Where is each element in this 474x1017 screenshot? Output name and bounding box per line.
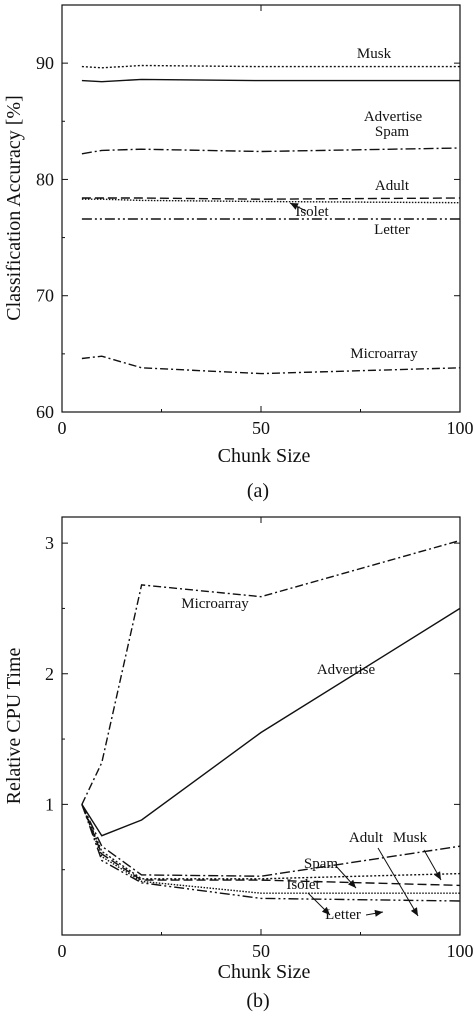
series-line-adult	[81, 197, 461, 200]
x-tick-label: 0	[58, 418, 67, 438]
leader-line-adult	[377, 847, 419, 917]
series-label-letter: Letter	[325, 907, 361, 923]
y-tick-label: 3	[45, 533, 54, 553]
arrowhead-letter	[374, 909, 383, 917]
y-tick-label: 70	[36, 286, 54, 306]
panel-a-caption: (a)	[247, 480, 269, 502]
x-tick-label: 50	[252, 418, 270, 438]
arrowhead-musk	[434, 871, 441, 880]
series-line-spam	[81, 804, 461, 877]
series-line-letter	[81, 804, 461, 902]
y-tick-label: 60	[36, 402, 54, 422]
arrowhead-isolet	[321, 906, 330, 915]
panel-a-y-axis-label: Classification Accuracy [%]	[3, 95, 25, 320]
series-line-musk	[81, 64, 460, 69]
panel-b-cpu-time-chart: 0 50 100 1 2 3 Microarray Advertise Spam Isolet A…	[3, 516, 474, 1012]
series-label-advertise: Advertise	[317, 662, 376, 678]
y-tick-label: 80	[36, 169, 54, 189]
series-label-spam: Spam	[304, 856, 339, 872]
x-tick-label: 100	[447, 941, 474, 961]
panel-a-x-axis-label: Chunk Size	[218, 445, 311, 467]
panel-a-series-lines	[81, 64, 461, 375]
panel-b-caption: (b)	[246, 990, 269, 1012]
series-line-adult	[81, 804, 461, 887]
x-tick-label: 100	[447, 418, 474, 438]
series-label-adult: Adult	[375, 178, 410, 194]
series-line-isolet	[81, 198, 461, 204]
arrowhead-isolet	[290, 203, 299, 210]
panel-a-ticks: 0 50 100 60 70 80 90	[36, 5, 474, 438]
series-label-musk: Musk	[393, 830, 428, 846]
series-label-spam: Spam	[375, 124, 410, 140]
series-label-letter: Letter	[374, 222, 410, 238]
series-label-musk: Musk	[357, 46, 392, 62]
series-line-microarray	[81, 539, 461, 805]
series-label-isolet: Isolet	[295, 204, 329, 220]
y-tick-label: 1	[45, 794, 54, 814]
panel-b-ticks: 0 50 100 1 2 3	[45, 517, 474, 961]
series-line-spam	[81, 147, 461, 155]
series-label-advertise: Advertise	[364, 109, 423, 125]
y-tick-label: 2	[45, 664, 54, 684]
series-label-isolet: Isolet	[286, 877, 320, 893]
panel-b-y-axis-label: Relative CPU Time	[3, 648, 25, 805]
panel-b-x-axis-label: Chunk Size	[218, 961, 311, 983]
x-tick-label: 0	[58, 941, 67, 961]
series-line-microarray	[81, 355, 461, 375]
arrowhead-adult	[410, 907, 418, 916]
arrowhead-spam	[348, 879, 356, 888]
panel-b-annotations: Microarray Advertise Spam Isolet Adult Musk Le…	[181, 596, 442, 923]
series-line-advertise	[81, 607, 461, 837]
x-tick-label: 50	[252, 941, 270, 961]
series-line-isolet	[81, 804, 460, 894]
series-label-microarray: Microarray	[181, 596, 249, 612]
y-tick-label: 90	[36, 53, 54, 73]
series-line-advertise	[81, 78, 460, 83]
panel-b-series-lines	[81, 539, 461, 902]
series-label-microarray: Microarray	[350, 346, 418, 362]
series-label-adult: Adult	[349, 830, 384, 846]
series-line-musk	[81, 804, 461, 880]
